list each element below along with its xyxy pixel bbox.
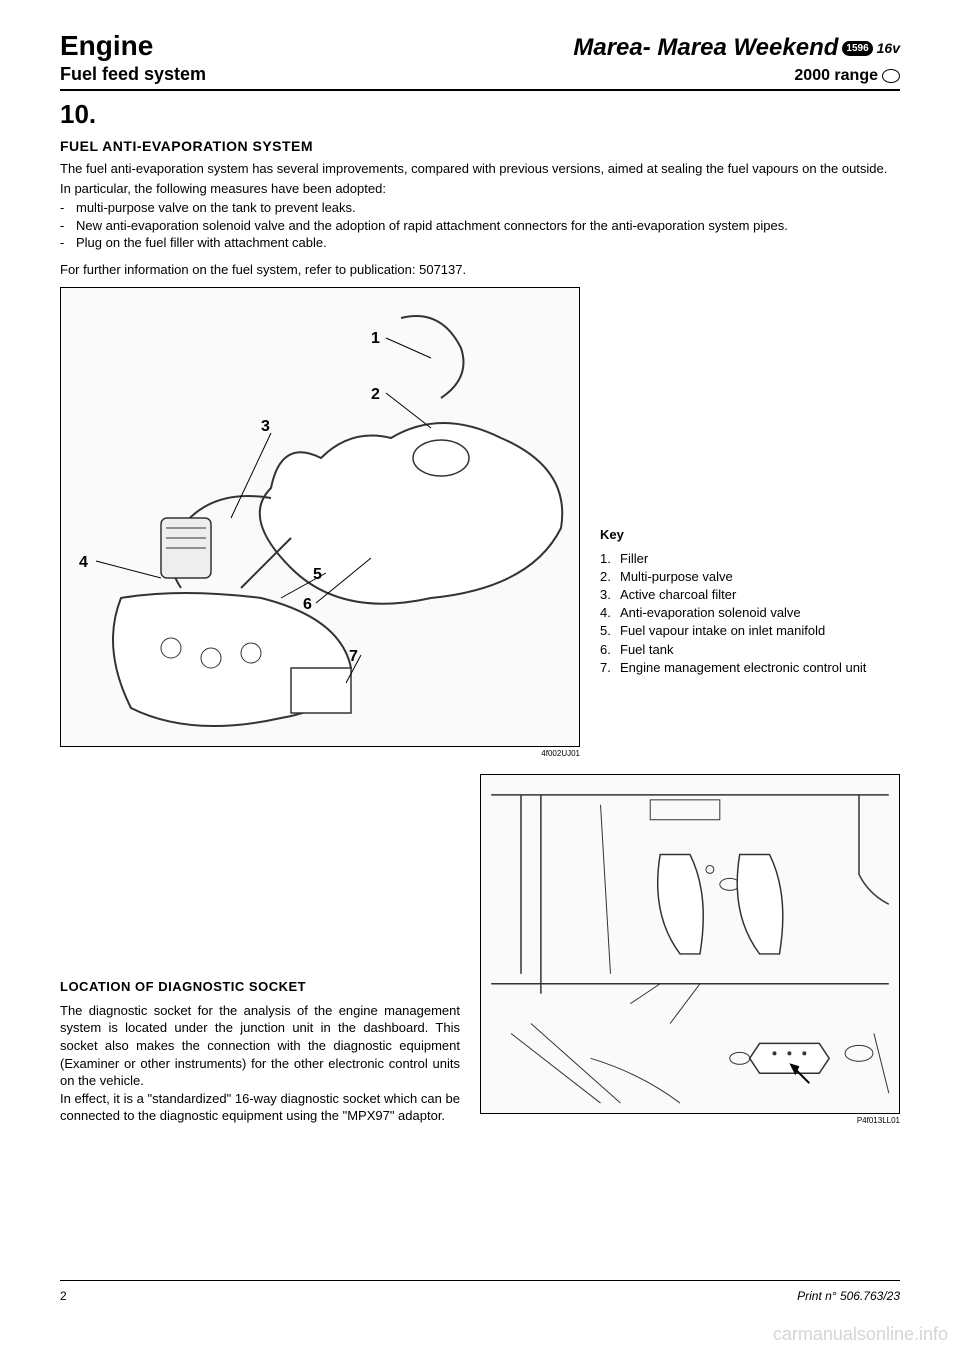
diagnostic-text-block: LOCATION OF DIAGNOSTIC SOCKET The diagno… bbox=[60, 979, 460, 1125]
key-num: 5. bbox=[600, 622, 620, 640]
title-engine: Engine bbox=[60, 30, 153, 62]
reference-text: For further information on the fuel syst… bbox=[60, 262, 900, 277]
title-model: Marea- Marea Weekend 1596 16v bbox=[573, 34, 900, 62]
car-icon bbox=[882, 69, 900, 83]
subtitle-fuel: Fuel feed system bbox=[60, 64, 206, 85]
figure-1-diagram: 1 2 3 4 5 6 7 bbox=[60, 287, 580, 747]
bullet-marker: - bbox=[60, 234, 76, 252]
key-list: 1.Filler 2.Multi-purpose valve 3.Active … bbox=[600, 550, 900, 677]
diagram-label-7: 7 bbox=[349, 648, 358, 666]
footwell-diagram-svg bbox=[481, 775, 899, 1113]
figure-2-wrapper: P4f013LL01 bbox=[480, 774, 900, 1125]
bullet-marker: - bbox=[60, 217, 76, 235]
header-bottom-row: Fuel feed system 2000 range bbox=[60, 64, 900, 85]
key-item: 6.Fuel tank bbox=[600, 641, 900, 659]
figure-2-caption: P4f013LL01 bbox=[480, 1116, 900, 1125]
diagram-label-3: 3 bbox=[261, 418, 270, 436]
bullet-item: - multi-purpose valve on the tank to pre… bbox=[60, 199, 900, 217]
key-text: Active charcoal filter bbox=[620, 586, 900, 604]
key-num: 4. bbox=[600, 604, 620, 622]
key-text: Engine management electronic control uni… bbox=[620, 659, 900, 677]
diagnostic-title: LOCATION OF DIAGNOSTIC SOCKET bbox=[60, 979, 460, 994]
figure-row-1: 1 2 3 4 5 6 7 4f002UJ01 Key 1.Filler 2.M… bbox=[60, 287, 900, 758]
bullet-item: - Plug on the fuel filler with attachmen… bbox=[60, 234, 900, 252]
key-num: 7. bbox=[600, 659, 620, 677]
key-num: 6. bbox=[600, 641, 620, 659]
key-text: Multi-purpose valve bbox=[620, 568, 900, 586]
model-name: Marea- Marea Weekend bbox=[573, 34, 838, 62]
range-text: 2000 range bbox=[794, 67, 878, 85]
model-valve: 16v bbox=[877, 40, 900, 56]
section-number: 10. bbox=[60, 99, 900, 130]
key-item: 4.Anti-evaporation solenoid valve bbox=[600, 604, 900, 622]
bullet-list: - multi-purpose valve on the tank to pre… bbox=[60, 199, 900, 252]
figure-2-diagram bbox=[480, 774, 900, 1114]
key-item: 3.Active charcoal filter bbox=[600, 586, 900, 604]
lower-row: LOCATION OF DIAGNOSTIC SOCKET The diagno… bbox=[60, 774, 900, 1125]
key-num: 3. bbox=[600, 586, 620, 604]
footer-page-number: 2 bbox=[60, 1289, 67, 1303]
intro-paragraph: The fuel anti-evaporation system has sev… bbox=[60, 160, 900, 178]
page-header: Engine Marea- Marea Weekend 1596 16v Fue… bbox=[60, 30, 900, 91]
key-item: 2.Multi-purpose valve bbox=[600, 568, 900, 586]
key-item: 1.Filler bbox=[600, 550, 900, 568]
key-num: 2. bbox=[600, 568, 620, 586]
key-title: Key bbox=[600, 527, 900, 542]
key-text: Anti-evaporation solenoid valve bbox=[620, 604, 900, 622]
watermark-text: carmanualsonline.info bbox=[773, 1324, 948, 1345]
diagram-label-1: 1 bbox=[371, 330, 380, 348]
diagram-label-2: 2 bbox=[371, 386, 380, 404]
figure-1-wrapper: 1 2 3 4 5 6 7 4f002UJ01 bbox=[60, 287, 580, 758]
model-badge-icon: 1596 bbox=[842, 41, 872, 56]
footer-print-ref: Print n° 506.763/23 bbox=[797, 1289, 900, 1303]
page-footer: 2 Print n° 506.763/23 bbox=[60, 1280, 900, 1303]
key-item: 7.Engine management electronic control u… bbox=[600, 659, 900, 677]
engine-diagram-svg bbox=[61, 288, 581, 748]
bullet-text: Plug on the fuel filler with attachment … bbox=[76, 234, 327, 252]
page-container: Engine Marea- Marea Weekend 1596 16v Fue… bbox=[0, 0, 960, 1145]
diagram-label-6: 6 bbox=[303, 596, 312, 614]
key-item: 5.Fuel vapour intake on inlet manifold bbox=[600, 622, 900, 640]
bullet-marker: - bbox=[60, 199, 76, 217]
diagnostic-para-1: The diagnostic socket for the analysis o… bbox=[60, 1002, 460, 1090]
key-text: Fuel vapour intake on inlet manifold bbox=[620, 622, 900, 640]
key-text: Fuel tank bbox=[620, 641, 900, 659]
bullet-text: multi-purpose valve on the tank to preve… bbox=[76, 199, 356, 217]
section-title: FUEL ANTI-EVAPORATION SYSTEM bbox=[60, 138, 900, 154]
key-num: 1. bbox=[600, 550, 620, 568]
bullet-item: - New anti-evaporation solenoid valve an… bbox=[60, 217, 900, 235]
bullet-text: New anti-evaporation solenoid valve and … bbox=[76, 217, 788, 235]
diagnostic-para-2: In effect, it is a "standardized" 16-way… bbox=[60, 1090, 460, 1125]
key-legend: Key 1.Filler 2.Multi-purpose valve 3.Act… bbox=[600, 287, 900, 758]
diagram-label-5: 5 bbox=[313, 566, 322, 584]
key-text: Filler bbox=[620, 550, 900, 568]
subtitle-range: 2000 range bbox=[794, 67, 900, 85]
diagram-label-4: 4 bbox=[79, 554, 88, 572]
intro-paragraph-2: In particular, the following measures ha… bbox=[60, 180, 900, 198]
figure-1-caption: 4f002UJ01 bbox=[60, 749, 580, 758]
header-top-row: Engine Marea- Marea Weekend 1596 16v bbox=[60, 30, 900, 62]
